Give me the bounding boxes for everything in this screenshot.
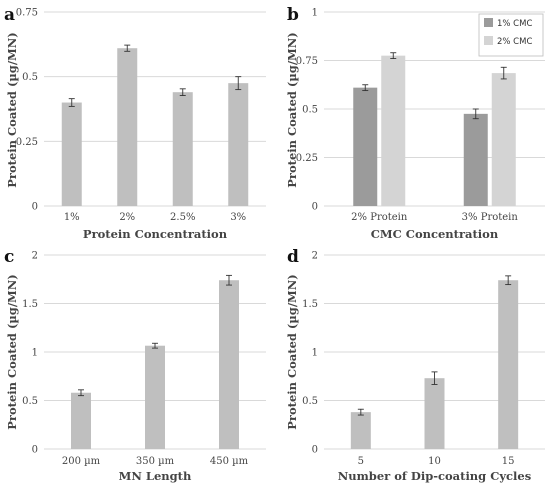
legend-swatch (484, 18, 493, 27)
y-tick-label: 1 (312, 348, 318, 359)
x-tick-label: 15 (502, 456, 515, 467)
bar (463, 113, 488, 206)
x-tick-label: 3% (230, 212, 246, 223)
x-tick-label: 2.5% (170, 212, 195, 223)
x-tick-label: 1% (64, 212, 80, 223)
bar (498, 280, 519, 449)
bar (491, 73, 516, 206)
legend: 1% CMC 2% CMC (478, 13, 544, 57)
y-tick-label: 0 (312, 202, 318, 213)
x-tick-label: 2% Protein (351, 212, 408, 223)
panel-letter-c: c (4, 247, 14, 267)
bar (145, 345, 165, 449)
x-tick-label: 2% (119, 212, 135, 223)
x-axis-label: MN Length (119, 469, 192, 483)
legend-entry: 1% CMC (497, 19, 532, 29)
y-tick-label: 0 (32, 202, 38, 213)
y-tick-label: 1 (312, 8, 318, 19)
bar (117, 48, 138, 206)
y-tick-label: 0.5 (302, 396, 318, 407)
y-tick-label: 0.5 (22, 72, 38, 83)
chart-panel-a: a 0 0.25 0.5 0.75 Protein Coated (µg/MN) Prote… (4, 5, 266, 241)
y-tick-label: 0.5 (22, 396, 38, 407)
panel-letter-b: b (287, 5, 299, 25)
y-tick-label: 0.25 (16, 137, 38, 148)
bar (353, 87, 378, 206)
bar (71, 392, 91, 449)
legend-entry: 2% CMC (497, 37, 532, 47)
bar (381, 55, 406, 207)
y-tick-label: 0 (32, 445, 38, 456)
y-axis-label: Protein Coated (µg/MN) (5, 32, 19, 187)
y-axis-label: Protein Coated (µg/MN) (285, 274, 299, 429)
bar (61, 102, 82, 206)
y-tick-label: 0.25 (296, 153, 318, 164)
bar (219, 280, 239, 449)
bar (228, 83, 249, 206)
y-tick-label: 0.75 (16, 8, 38, 19)
x-axis-label: Protein Concentration (83, 227, 228, 241)
x-axis-label: CMC Concentration (371, 227, 499, 241)
y-tick-label: 2 (312, 251, 318, 262)
x-tick-label: 5 (358, 456, 364, 467)
legend-swatch (484, 36, 493, 45)
x-tick-label: 450 µm (210, 456, 249, 467)
y-tick-label: 0.75 (296, 56, 318, 67)
y-tick-label: 0 (312, 445, 318, 456)
chart-panel-b: b 0 0.25 0.5 0.75 1 Protein Coated (µg/MN) CMC … (285, 5, 545, 241)
x-tick-label: 350 µm (136, 456, 175, 467)
x-tick-label: 200 µm (62, 456, 101, 467)
x-tick-label: 3% Protein (462, 212, 519, 223)
panel-letter-d: d (287, 247, 299, 267)
y-tick-label: 2 (32, 251, 38, 262)
y-axis-label: Protein Coated (µg/MN) (5, 274, 19, 429)
y-tick-label: 1.5 (302, 299, 318, 310)
bar (424, 378, 445, 449)
y-axis-label: Protein Coated (µg/MN) (285, 32, 299, 187)
chart-panel-c: c 0 0.5 1 1.5 2 Protein Coated (µg/MN) MN Lengt… (4, 247, 266, 483)
y-tick-label: 0.5 (302, 105, 318, 116)
y-tick-label: 1.5 (22, 299, 38, 310)
x-tick-label: 10 (428, 456, 441, 467)
panel-letter-a: a (4, 5, 15, 25)
x-axis-label: Number of Dip-coating Cycles (338, 469, 531, 483)
y-tick-label: 1 (32, 348, 38, 359)
bar (172, 92, 193, 206)
bar (350, 412, 371, 449)
chart-panel-d: d 0 0.5 1 1.5 2 Protein Coated (µg/MN) Number o… (285, 247, 545, 483)
